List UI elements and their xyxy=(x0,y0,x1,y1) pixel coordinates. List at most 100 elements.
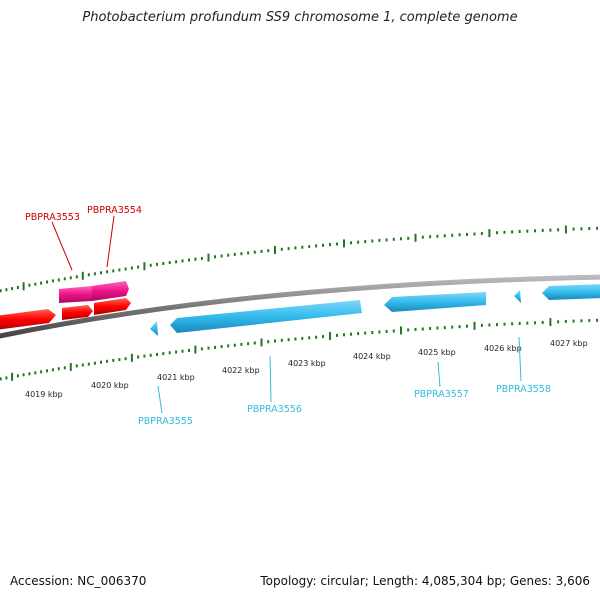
reverse-track-minor-tick xyxy=(572,319,575,323)
gene-label-pbpra3555[interactable]: PBPRA3555 xyxy=(138,416,193,427)
reverse-track-minor-tick xyxy=(343,333,345,337)
forward-track-minor-tick xyxy=(69,276,72,280)
reverse-track-minor-tick xyxy=(34,371,37,375)
kbp-label: 4020 kbp xyxy=(91,381,129,390)
forward-track-major-tick xyxy=(343,239,345,248)
gene-arrow-pbpra3556[interactable] xyxy=(170,300,362,333)
reverse-track-minor-tick xyxy=(200,347,203,351)
gene-label-pbpra3557[interactable]: PBPRA3557 xyxy=(414,389,469,400)
forward-track-minor-tick xyxy=(400,237,402,241)
reverse-track-minor-tick xyxy=(274,339,276,343)
gene-arrow-pbpra3557[interactable] xyxy=(384,292,486,312)
reverse-track-minor-tick xyxy=(40,370,43,374)
forward-track-minor-tick xyxy=(87,273,90,277)
reverse-track-minor-tick xyxy=(175,350,178,354)
reverse-track-minor-tick xyxy=(240,342,243,346)
reverse-track-minor-tick xyxy=(534,321,536,325)
reverse-track-minor-tick xyxy=(81,363,84,367)
forward-track-minor-tick xyxy=(549,228,552,232)
forward-track-minor-tick xyxy=(75,275,78,279)
forward-track-minor-tick xyxy=(168,261,171,265)
kbp-label: 4021 kbp xyxy=(157,373,195,382)
gene-label-pbpra3553[interactable]: PBPRA3553 xyxy=(25,212,80,223)
reverse-track-minor-tick xyxy=(526,321,529,325)
reverse-track-major-tick xyxy=(130,353,133,362)
reverse-track-minor-tick xyxy=(322,335,324,339)
gene-arrow-reverse-edge[interactable] xyxy=(542,284,600,300)
reverse-track-major-tick xyxy=(194,345,197,354)
forward-track-minor-tick xyxy=(572,227,575,231)
reverse-track-minor-tick xyxy=(541,320,544,324)
reverse-track-major-tick xyxy=(400,326,402,335)
reverse-track-minor-tick xyxy=(414,327,417,331)
forward-track-minor-tick xyxy=(496,231,498,235)
gene-arrow-pbpra3553[interactable] xyxy=(59,286,92,303)
kbp-label: 4023 kbp xyxy=(288,359,326,368)
reverse-track-minor-tick xyxy=(100,360,102,364)
accession-text: Accession: NC_006370 xyxy=(10,574,147,588)
map-title: Photobacterium profundum SS9 chromosome … xyxy=(82,10,518,25)
reverse-track-minor-tick xyxy=(496,323,498,327)
gene-arrow-red-3[interactable] xyxy=(94,298,131,315)
reverse-track-minor-tick xyxy=(156,352,158,356)
reverse-track-minor-tick xyxy=(143,354,146,358)
gene-arrow-red-2[interactable] xyxy=(62,305,93,320)
reverse-track-minor-tick xyxy=(220,345,223,349)
forward-track-minor-tick xyxy=(458,233,461,237)
forward-track-minor-tick xyxy=(40,281,43,285)
reverse-track-minor-tick xyxy=(503,322,506,326)
forward-track-major-tick xyxy=(488,229,491,238)
forward-track-minor-tick xyxy=(294,246,297,250)
forward-tick-track xyxy=(0,225,599,293)
gene-label-pbpra3554[interactable]: PBPRA3554 xyxy=(87,205,142,216)
gene-arrow-pbpra3558[interactable] xyxy=(514,290,521,303)
reverse-track-minor-tick xyxy=(22,373,25,377)
forward-track-minor-tick xyxy=(124,267,127,271)
reverse-track-major-tick xyxy=(329,332,331,340)
reverse-track-minor-tick xyxy=(308,336,311,340)
forward-track-minor-tick xyxy=(118,268,121,272)
forward-track-minor-tick xyxy=(240,252,243,256)
forward-track-minor-tick xyxy=(322,243,324,247)
forward-track-minor-tick xyxy=(357,240,360,244)
forward-track-minor-tick xyxy=(371,239,374,243)
reverse-track-minor-tick xyxy=(93,361,96,365)
forward-track-minor-tick xyxy=(200,256,203,260)
forward-track-minor-tick xyxy=(385,238,388,242)
reverse-track-minor-tick xyxy=(188,348,190,352)
forward-track-minor-tick xyxy=(596,226,599,230)
reverse-track-minor-tick xyxy=(118,358,121,362)
reverse-track-minor-tick xyxy=(233,343,236,347)
reverse-track-minor-tick xyxy=(385,330,388,333)
reverse-track-minor-tick xyxy=(287,338,290,342)
reverse-track-minor-tick xyxy=(28,372,31,376)
forward-track-minor-tick xyxy=(480,232,483,235)
reverse-track-minor-tick xyxy=(75,364,78,368)
reverse-tick-track xyxy=(0,318,599,381)
gene-arrow-pbpra3554[interactable] xyxy=(92,281,129,301)
kbp-label: 4024 kbp xyxy=(353,352,391,361)
forward-track-major-tick xyxy=(143,262,146,271)
forward-track-minor-tick xyxy=(315,244,318,248)
forward-track-minor-tick xyxy=(28,283,31,287)
reverse-track-minor-tick xyxy=(57,367,60,371)
reverse-track-minor-tick xyxy=(429,327,432,330)
forward-track-minor-tick xyxy=(580,227,583,231)
reverse-track-minor-tick xyxy=(87,362,90,366)
gene-arrow-forward[interactable] xyxy=(0,309,56,330)
forward-track-minor-tick xyxy=(57,278,60,282)
gene-label-pbpra3556[interactable]: PBPRA3556 xyxy=(247,404,302,415)
forward-track-minor-tick xyxy=(503,230,506,234)
reverse-track-minor-tick xyxy=(149,353,152,357)
gene-arrow-pbpra3555[interactable] xyxy=(150,321,158,336)
forward-track-minor-tick xyxy=(436,234,439,238)
reverse-track-minor-tick xyxy=(336,333,338,337)
forward-track-minor-tick xyxy=(0,289,2,293)
reverse-track-minor-tick xyxy=(364,331,367,335)
forward-track-minor-tick xyxy=(63,277,66,281)
kbp-label: 4019 kbp xyxy=(25,390,63,399)
forward-track-minor-tick xyxy=(588,227,591,231)
gene-label-pbpra3558[interactable]: PBPRA3558 xyxy=(496,384,551,395)
forward-track-minor-tick xyxy=(11,287,14,291)
